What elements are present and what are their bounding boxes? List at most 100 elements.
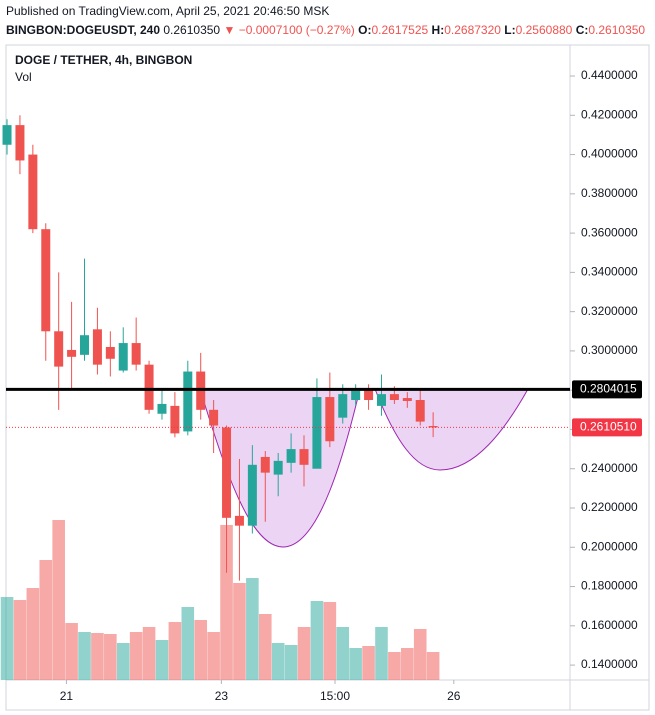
candle-body: [286, 449, 296, 463]
candle-body: [364, 390, 374, 401]
volume-bar: [168, 622, 182, 680]
frame: [5, 44, 650, 711]
volume-bar: [155, 640, 169, 680]
volume-bar: [375, 627, 388, 680]
y-tick-label: 0.4000000: [581, 147, 638, 161]
candle-body: [41, 229, 51, 332]
close-value: 0.2610350: [588, 23, 645, 37]
volume-bar: [323, 602, 337, 680]
symbol: BINGBON:DOGEUSDT, 240: [6, 23, 160, 37]
candle-body: [170, 405, 180, 434]
volume-bar: [129, 632, 143, 680]
change: −0.0007100 (−0.27%): [239, 23, 355, 37]
candle-body: [415, 400, 425, 422]
volume-bar: [426, 652, 440, 680]
volume-bar: [233, 583, 246, 680]
y-tick-label: 0.3000000: [581, 343, 638, 357]
volume-bar: [413, 629, 427, 680]
price-label: 0.2610510: [580, 420, 637, 434]
high-label: H:: [432, 23, 445, 37]
handle-drawing: [374, 388, 529, 471]
candle-body: [260, 456, 270, 473]
candle-body: [299, 449, 309, 465]
last-price: 0.2610350: [163, 23, 220, 37]
volume-bar: [13, 600, 27, 680]
volume-layer: [0, 520, 440, 680]
volume-bar: [297, 627, 311, 680]
y-tick-label: 0.4400000: [581, 68, 638, 82]
price-label-box: [572, 380, 642, 399]
candle-body: [402, 398, 412, 401]
y-tick-label: 0.1600000: [581, 618, 638, 632]
y-tick-label: 0.3200000: [581, 304, 638, 318]
price-label: 0.2804015: [580, 382, 637, 396]
volume-bar: [39, 560, 53, 680]
volume-bar: [284, 645, 298, 680]
published-note: Published on TradingView.com, April 25, …: [6, 4, 329, 18]
symbol-line: BINGBON:DOGEUSDT, 240 0.2610350 ▼ −0.000…: [6, 23, 645, 37]
volume-bar: [181, 607, 195, 680]
volume-bar: [207, 632, 220, 680]
volume-bar: [246, 578, 259, 680]
y-tick-label: 0.2200000: [581, 500, 638, 514]
x-tick-label: 26: [447, 689, 461, 703]
volume-bar: [26, 588, 40, 680]
candle-body: [273, 460, 283, 475]
y-tick-label: 0.4200000: [581, 107, 638, 121]
y-tick-label: 0.3600000: [581, 225, 638, 239]
candle-body: [312, 397, 322, 469]
candle-body: [234, 515, 244, 526]
volume-bar: [142, 627, 156, 680]
candle-body: [247, 464, 257, 526]
candle-body: [389, 394, 399, 401]
volume-bar: [0, 597, 14, 680]
x-tick-label: 15:00: [320, 689, 350, 703]
candle-body: [28, 154, 38, 230]
y-tick-label: 0.1400000: [581, 657, 638, 671]
change-arrow: ▼: [223, 23, 235, 37]
volume-bar: [104, 634, 117, 680]
candle-body: [209, 409, 219, 426]
volume-bar: [52, 520, 65, 680]
candle-body: [131, 343, 141, 365]
chart-title: DOGE / TETHER, 4h, BINGBON: [15, 53, 192, 67]
open-label: O:: [358, 23, 371, 37]
candle-body: [80, 335, 90, 355]
volume-bar: [362, 646, 375, 680]
low-value: 0.2560880: [516, 23, 573, 37]
candle-body: [54, 331, 64, 367]
candle-body: [105, 346, 115, 359]
volume-bar: [271, 643, 285, 680]
volume-bar: [310, 601, 324, 680]
volume-bar: [194, 620, 208, 680]
volume-bar: [258, 614, 272, 680]
candle-body: [325, 397, 335, 442]
candle-body: [376, 394, 386, 406]
candle-body: [67, 349, 77, 357]
volume-bar: [220, 525, 233, 680]
volume-bar: [401, 648, 414, 680]
volume-bar: [349, 648, 362, 680]
y-tick-label: 0.2000000: [581, 539, 638, 553]
candle-body: [118, 343, 128, 371]
y-tick-label: 0.1800000: [581, 579, 638, 593]
candle-body: [222, 427, 232, 518]
candle-body: [15, 125, 25, 161]
candle-body: [338, 394, 348, 418]
y-tick-label: 0.2400000: [581, 461, 638, 475]
y-tick-label: 0.3800000: [581, 186, 638, 200]
x-tick-label: 21: [60, 689, 74, 703]
volume-bar: [65, 623, 78, 680]
volume-bar: [116, 643, 130, 680]
candle-body: [351, 390, 361, 401]
y-tick-label: 0.3400000: [581, 265, 638, 279]
low-label: L:: [504, 23, 515, 37]
open-value: 0.2617525: [371, 23, 428, 37]
candle-body: [2, 125, 12, 145]
close-label: C:: [576, 23, 589, 37]
volume-bar: [78, 632, 91, 680]
candle-body: [157, 403, 167, 414]
candle-body: [144, 364, 154, 410]
price-label-box: [572, 418, 642, 437]
